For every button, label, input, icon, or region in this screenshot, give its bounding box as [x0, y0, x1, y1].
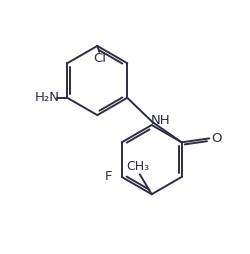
- Text: H₂N: H₂N: [35, 91, 60, 104]
- Text: O: O: [211, 132, 222, 145]
- Text: Cl: Cl: [93, 52, 106, 65]
- Text: CH₃: CH₃: [126, 160, 150, 173]
- Text: F: F: [105, 170, 112, 183]
- Text: NH: NH: [150, 114, 170, 126]
